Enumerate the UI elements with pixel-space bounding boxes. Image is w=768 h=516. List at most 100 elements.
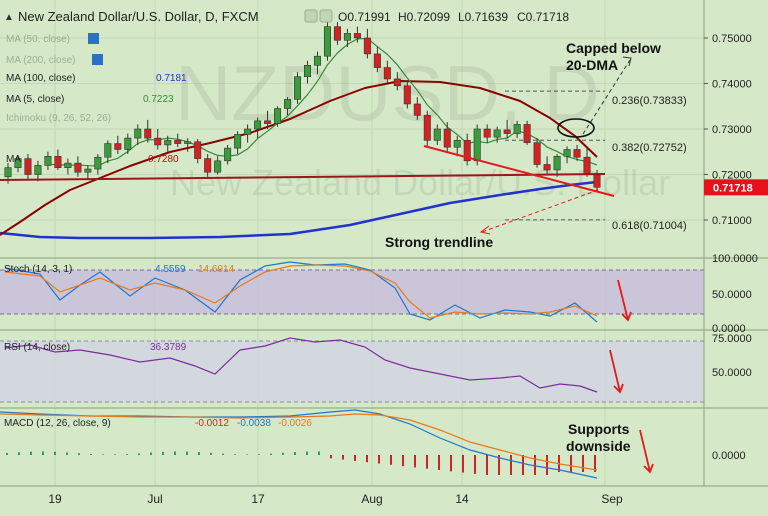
candle-body[interactable] bbox=[443, 128, 451, 148]
candle-body[interactable] bbox=[254, 120, 262, 130]
candle-body[interactable] bbox=[403, 85, 411, 105]
price-axis-area[interactable] bbox=[704, 0, 768, 486]
legend-ma100-value: 0.7181 bbox=[156, 73, 187, 84]
legend-ma200[interactable]: MA (200, close) bbox=[6, 55, 75, 66]
stoch-tick-label: 0.0000 bbox=[712, 323, 746, 335]
candle-body[interactable] bbox=[34, 165, 42, 175]
legend-ma50[interactable]: MA (50, close) bbox=[6, 34, 70, 45]
legend-ma5[interactable]: MA (5, close) bbox=[6, 94, 64, 105]
time-axis-area[interactable] bbox=[0, 486, 704, 511]
candle-body[interactable] bbox=[483, 128, 491, 138]
candle-body[interactable] bbox=[234, 134, 242, 149]
candle-body[interactable] bbox=[423, 115, 431, 141]
eye-icon[interactable] bbox=[88, 33, 99, 44]
candle-body[interactable] bbox=[553, 156, 561, 171]
macd-signal-line bbox=[0, 413, 598, 471]
candle-body[interactable] bbox=[353, 33, 361, 39]
chevron-up-icon[interactable]: ▲ bbox=[4, 12, 14, 23]
candle-body[interactable] bbox=[274, 108, 282, 124]
candle-body[interactable] bbox=[393, 78, 401, 87]
candle-body[interactable] bbox=[224, 147, 232, 162]
indicator-legend: MA (50, close) MA (200, close) MA (100, … bbox=[6, 33, 187, 165]
macd-histogram-bar bbox=[234, 454, 236, 455]
macd-histogram-bar bbox=[294, 452, 296, 455]
candle-body[interactable] bbox=[563, 149, 571, 157]
candle-body[interactable] bbox=[593, 174, 601, 188]
candle-body[interactable] bbox=[583, 156, 591, 175]
moving-averages bbox=[0, 37, 598, 240]
candle-body[interactable] bbox=[194, 141, 202, 159]
candle-body[interactable] bbox=[284, 99, 292, 109]
candle-body[interactable] bbox=[184, 141, 192, 144]
candle-body[interactable] bbox=[124, 137, 132, 150]
candle-body[interactable] bbox=[463, 140, 471, 162]
candle-body[interactable] bbox=[533, 142, 541, 165]
candle-body[interactable] bbox=[413, 103, 421, 116]
candle-body[interactable] bbox=[433, 128, 441, 141]
gear-icon[interactable] bbox=[319, 9, 333, 23]
candle-body[interactable] bbox=[363, 37, 371, 55]
macd-pane[interactable] bbox=[0, 408, 704, 486]
candle-body[interactable] bbox=[473, 128, 481, 162]
legend-ichimoku[interactable]: Ichimoku (9, 26, 52, 26) bbox=[6, 113, 111, 124]
rsi-label[interactable]: RSI (14, close) bbox=[4, 342, 70, 353]
macd-histogram-bar bbox=[270, 453, 272, 455]
eye-icon[interactable] bbox=[304, 9, 318, 23]
candle-body[interactable] bbox=[493, 129, 501, 138]
candle-body[interactable] bbox=[373, 53, 381, 68]
macd-histogram-bar bbox=[30, 451, 32, 455]
candle-body[interactable] bbox=[24, 158, 32, 175]
candle-body[interactable] bbox=[303, 65, 311, 77]
candle-body[interactable] bbox=[114, 143, 122, 150]
candle-body[interactable] bbox=[14, 158, 22, 168]
arrowhead-icon bbox=[621, 311, 632, 322]
candle-body[interactable] bbox=[333, 26, 341, 41]
macd-histogram-bar bbox=[222, 453, 224, 455]
stoch-tick-label: 50.0000 bbox=[712, 289, 752, 301]
candle-body[interactable] bbox=[154, 137, 162, 146]
candle-body[interactable] bbox=[64, 162, 72, 168]
legend-ma100[interactable]: MA (100, close) bbox=[6, 73, 75, 84]
candles bbox=[4, 22, 601, 191]
legend-ma-extra[interactable]: MA bbox=[6, 154, 21, 165]
candle-body[interactable] bbox=[134, 128, 142, 139]
candle-body[interactable] bbox=[323, 26, 331, 57]
ma5-line bbox=[47, 37, 598, 167]
macd-label[interactable]: MACD (12, 26, close, 9) bbox=[4, 418, 111, 429]
arrowhead-icon bbox=[479, 225, 491, 235]
fib-label-382: 0.382(0.72752) bbox=[612, 142, 687, 154]
candle-body[interactable] bbox=[164, 140, 172, 146]
candle-body[interactable] bbox=[144, 128, 152, 139]
candle-body[interactable] bbox=[44, 156, 52, 166]
macd-histogram-bar bbox=[78, 453, 80, 455]
candle-body[interactable] bbox=[104, 143, 112, 158]
downtrend-line[interactable] bbox=[423, 145, 615, 197]
macd-histogram-bar bbox=[42, 451, 44, 455]
candle-body[interactable] bbox=[383, 67, 391, 80]
macd-histogram-bar bbox=[198, 452, 200, 455]
candle-body[interactable] bbox=[244, 128, 252, 135]
candle-body[interactable] bbox=[74, 162, 82, 173]
candle-body[interactable] bbox=[204, 158, 212, 173]
candle-body[interactable] bbox=[513, 124, 521, 134]
candle-body[interactable] bbox=[264, 120, 272, 124]
candle-body[interactable] bbox=[94, 156, 102, 170]
resistance-ellipse[interactable] bbox=[557, 118, 595, 138]
candle-body[interactable] bbox=[313, 55, 321, 66]
candle-body[interactable] bbox=[84, 168, 92, 173]
candle-body[interactable] bbox=[453, 140, 461, 148]
candle-body[interactable] bbox=[294, 76, 302, 100]
candle-body[interactable] bbox=[214, 160, 222, 173]
stoch-label[interactable]: Stoch (14, 3, 1) bbox=[4, 264, 72, 275]
support-trendline[interactable] bbox=[0, 173, 606, 181]
ohlc-low: L0.71639 bbox=[458, 10, 508, 24]
eye-icon[interactable] bbox=[92, 54, 103, 65]
candle-body[interactable] bbox=[503, 129, 511, 134]
candle-body[interactable] bbox=[174, 140, 182, 144]
candle-body[interactable] bbox=[4, 167, 12, 178]
candle-body[interactable] bbox=[523, 124, 531, 143]
candle-body[interactable] bbox=[573, 149, 581, 158]
candle-body[interactable] bbox=[343, 33, 351, 41]
candle-body[interactable] bbox=[54, 156, 62, 168]
candle-body[interactable] bbox=[543, 164, 551, 171]
